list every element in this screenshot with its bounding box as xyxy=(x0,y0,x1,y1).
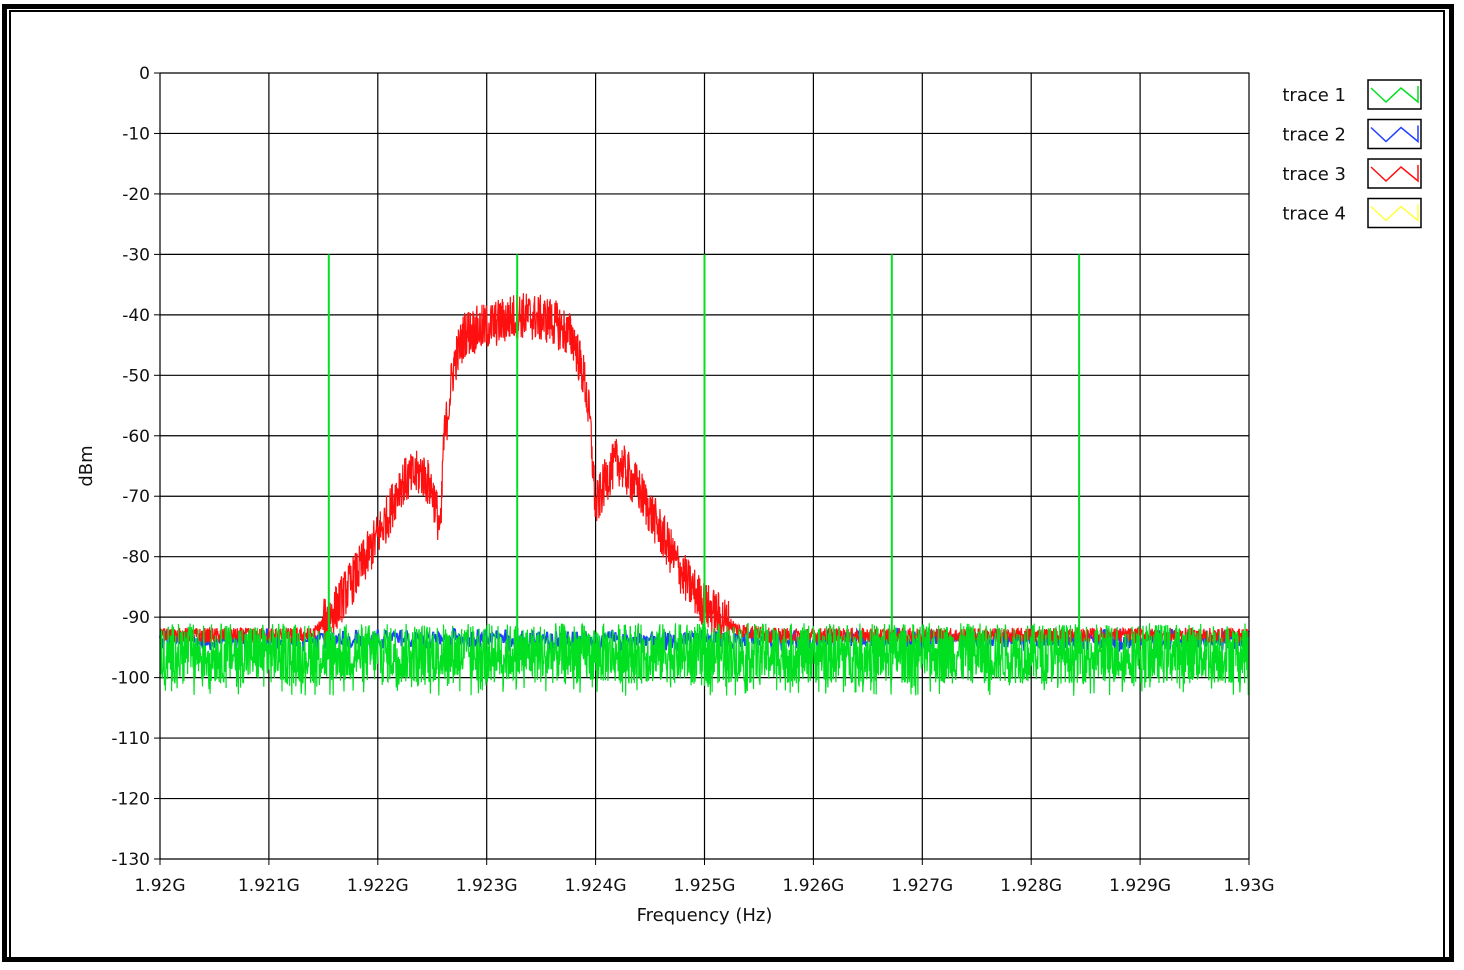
y-tick-label: -70 xyxy=(122,487,150,507)
x-tick-label: 1.929G xyxy=(1109,876,1171,896)
x-tick-label: 1.922G xyxy=(347,876,409,896)
trace-layer xyxy=(159,254,1250,696)
legend-swatch-line xyxy=(1370,125,1419,144)
x-tick-label: 1.925G xyxy=(674,876,736,896)
y-tick-label: -40 xyxy=(122,306,150,326)
legend-label: trace 3 xyxy=(1282,164,1346,185)
legend-swatch-line xyxy=(1370,204,1419,223)
legend-swatch-line xyxy=(1370,165,1419,183)
x-tick-label: 1.928G xyxy=(1000,876,1062,896)
y-tick-label: -110 xyxy=(111,729,150,749)
legend-swatch-box xyxy=(1367,79,1422,110)
y-tick-label: -130 xyxy=(111,850,150,870)
y-tick-label: -120 xyxy=(111,790,150,810)
x-tick-label: 1.921G xyxy=(238,876,300,896)
y-tick-label: -10 xyxy=(122,124,150,144)
legend-swatch-box xyxy=(1367,158,1422,189)
y-tick-label: -20 xyxy=(122,185,150,205)
x-tick-label: 1.923G xyxy=(456,876,518,896)
trace-1-line xyxy=(159,622,1250,696)
y-tick-label: -50 xyxy=(122,366,150,386)
x-tick-label: 1.926G xyxy=(782,876,844,896)
legend-label: trace 2 xyxy=(1282,125,1346,146)
y-axis-title: dBm xyxy=(76,445,97,486)
x-tick-label: 1.92G xyxy=(134,876,185,896)
legend-label: trace 4 xyxy=(1282,204,1346,225)
y-tick-label: -90 xyxy=(122,608,150,628)
x-axis-title: Frequency (Hz) xyxy=(637,905,773,926)
y-tick-label: -80 xyxy=(122,548,150,568)
y-tick-label: -100 xyxy=(111,669,150,689)
x-tick-label: 1.924G xyxy=(565,876,627,896)
x-tick-label: 1.93G xyxy=(1223,876,1274,896)
legend-label: trace 1 xyxy=(1282,85,1346,106)
x-tick-label: 1.927G xyxy=(891,876,953,896)
legend: trace 1 trace 2 trace 3 trace 4 xyxy=(1282,79,1422,229)
y-tick-label: -30 xyxy=(122,245,150,265)
chart-inner-frame xyxy=(9,10,1445,960)
y-tick-label: -60 xyxy=(122,427,150,447)
axis-ticks: 1.92G 1.921G 1.922G 1.923G 1.924G 1.925G 1.926… xyxy=(111,64,1274,896)
y-tick-label: 0 xyxy=(139,64,150,84)
legend-swatch-line xyxy=(1370,86,1419,104)
